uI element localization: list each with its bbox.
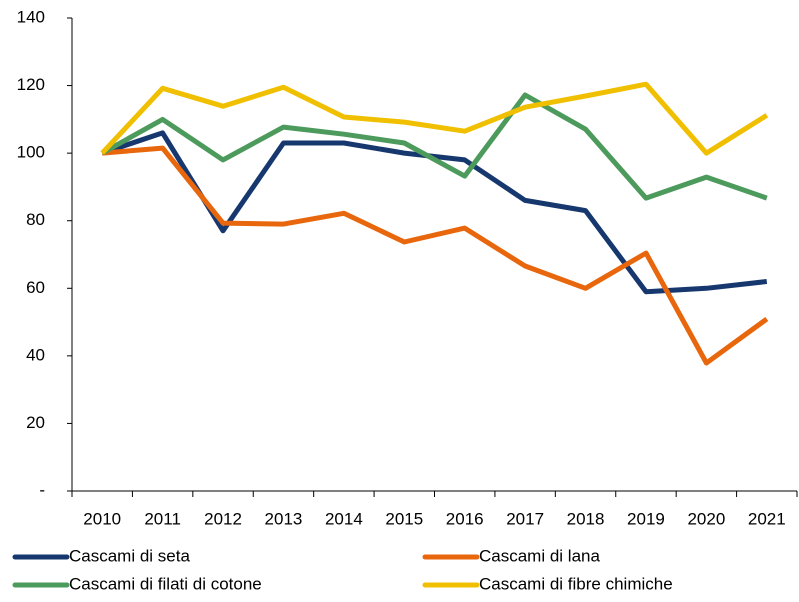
legend-label: Cascami di filati di cotone xyxy=(69,574,262,593)
legend-label: Cascami di lana xyxy=(479,546,600,565)
y-tick-label: 100 xyxy=(17,143,45,162)
x-tick-label: 2010 xyxy=(83,509,121,528)
legend-label: Cascami di seta xyxy=(69,546,190,565)
series-line xyxy=(101,145,769,366)
x-tick-label: 2013 xyxy=(265,509,303,528)
x-tick-label: 2018 xyxy=(567,509,605,528)
x-tick-label: 2015 xyxy=(385,509,423,528)
y-tick-label: 120 xyxy=(17,75,45,94)
x-tick-label: 2019 xyxy=(627,509,665,528)
x-tick-label: 2011 xyxy=(144,509,181,528)
x-tick-label: 2014 xyxy=(325,509,363,528)
x-tick-label: 2017 xyxy=(506,509,544,528)
y-tick-label: 140 xyxy=(17,7,45,26)
x-tick-label: 2021 xyxy=(748,509,786,528)
x-tick-label: 2012 xyxy=(204,509,242,528)
series-line xyxy=(100,81,769,156)
x-tick-label: 2020 xyxy=(687,509,725,528)
y-tick-label: 20 xyxy=(26,413,45,432)
y-tick-label: 80 xyxy=(26,210,45,229)
y-tick-label: - xyxy=(39,480,45,499)
legend-label: Cascami di fibre chimiche xyxy=(479,574,673,593)
y-tick-label: 60 xyxy=(26,278,45,297)
series-line xyxy=(100,92,768,201)
y-tick-label: 40 xyxy=(26,345,45,364)
x-tick-label: 2016 xyxy=(446,509,484,528)
